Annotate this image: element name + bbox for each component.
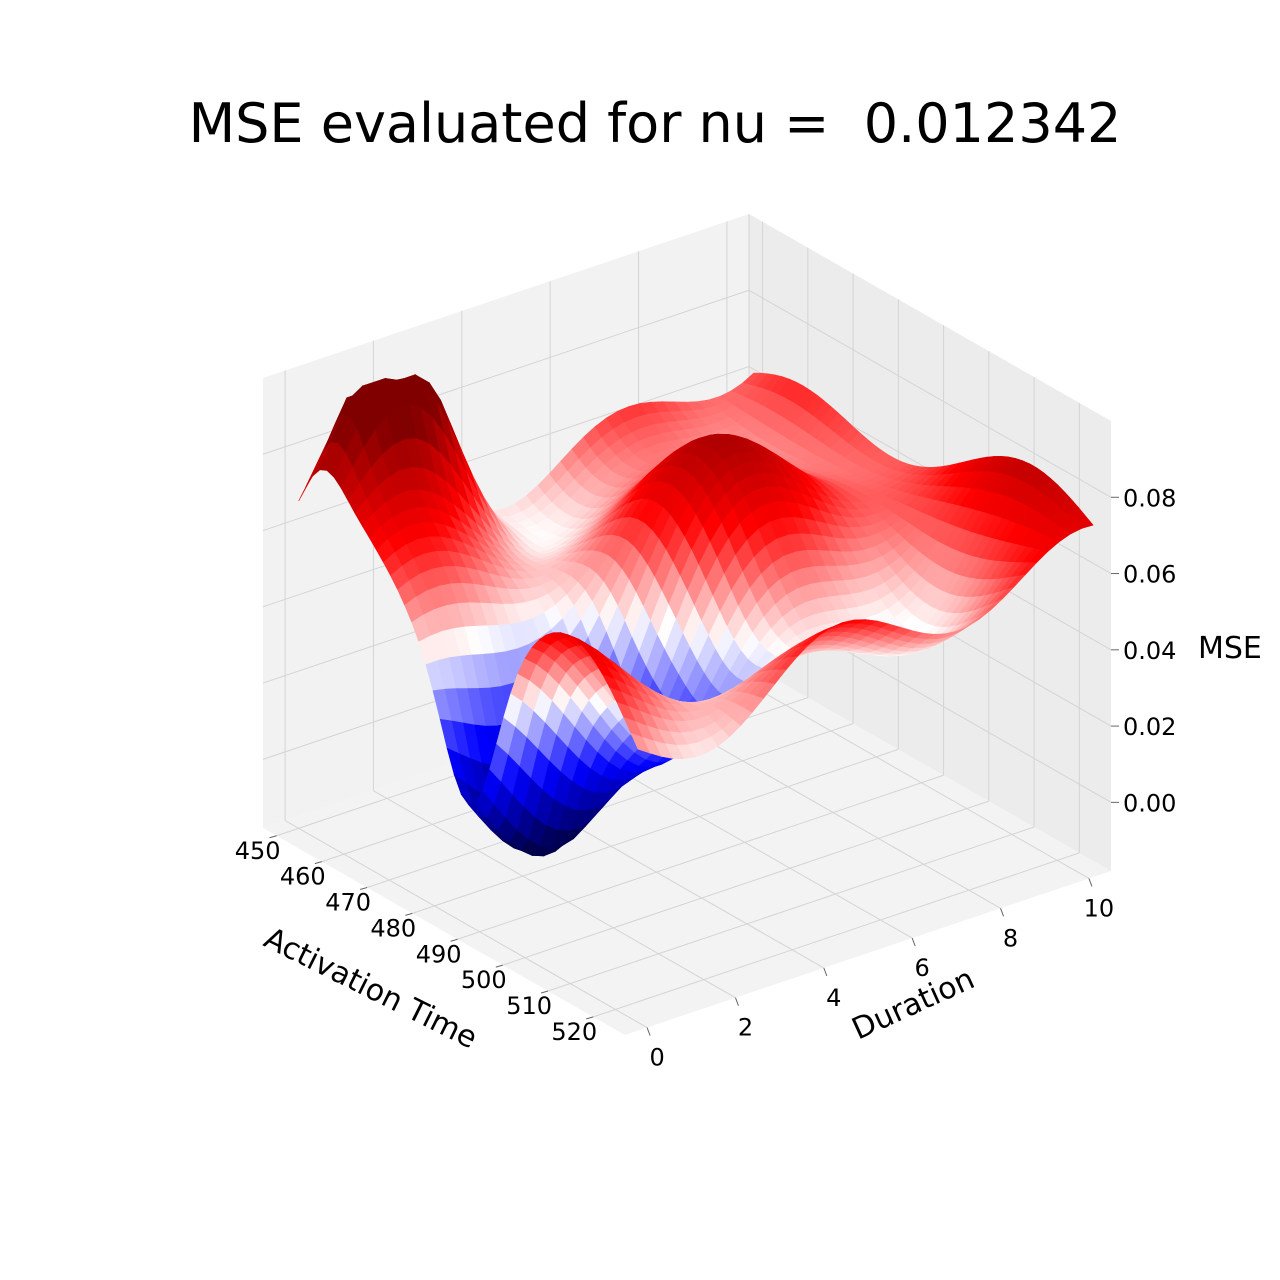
x-tick-mark [314, 861, 322, 865]
z-tick-label: 0.02 [1123, 713, 1176, 741]
surface-patch [630, 732, 650, 754]
y-tick-mark [734, 997, 739, 1006]
x-tick-label: 490 [416, 940, 462, 968]
floor-grid-y [726, 671, 1090, 879]
y-tick-label: 0 [649, 1044, 664, 1072]
x-tick-mark [586, 1016, 594, 1020]
floor-grid-x [547, 826, 1035, 992]
x-tick-label: 520 [551, 1018, 597, 1046]
x-tick-mark [540, 990, 549, 994]
z-tick-label: 0.06 [1123, 561, 1176, 589]
y-tick-label: 4 [826, 984, 841, 1012]
y-tick-label: 2 [738, 1014, 753, 1042]
x-tick-mark [359, 887, 368, 890]
z-tick-label: 0.00 [1123, 789, 1176, 817]
right-grid-z [748, 289, 1112, 498]
x-tick-mark [405, 912, 413, 916]
z-tick-label: 0.08 [1123, 484, 1176, 512]
floor-grid-y [284, 820, 648, 1028]
z-axis-label: MSE [1198, 631, 1262, 666]
chart-title: MSE evaluated for nu = 0.012342 [188, 92, 1122, 155]
x-tick-label: 480 [370, 914, 416, 942]
y-tick-mark [1000, 908, 1005, 917]
x-tick-label: 450 [235, 837, 281, 865]
y-tick-mark [823, 967, 828, 977]
x-tick-label: 500 [461, 966, 507, 994]
floor-grid-x [366, 723, 854, 888]
y-axis-label: Duration [847, 961, 980, 1047]
left-grid-z [262, 366, 750, 532]
x-tick-label: 460 [280, 863, 326, 891]
x-tick-label: 470 [325, 889, 371, 917]
floor-grid-x [457, 774, 944, 940]
floor-grid-y [373, 790, 736, 999]
floor-grid-x [412, 748, 899, 914]
x-tick-mark [269, 835, 277, 839]
mse-surface [298, 372, 1094, 857]
x-tick-mark [495, 964, 503, 968]
floor-grid-x [502, 800, 989, 966]
y-tick-label: 10 [1084, 895, 1115, 923]
y-tick-label: 8 [1003, 924, 1018, 952]
y-tick-mark [911, 937, 916, 947]
y-tick-mark [646, 1027, 651, 1036]
y-tick-label: 6 [915, 954, 930, 982]
floor-grid-x [593, 852, 1080, 1018]
y-tick-mark [1088, 878, 1093, 887]
z-tick-label: 0.04 [1123, 637, 1176, 665]
x-tick-mark [450, 938, 458, 942]
x-tick-label: 510 [506, 992, 552, 1020]
